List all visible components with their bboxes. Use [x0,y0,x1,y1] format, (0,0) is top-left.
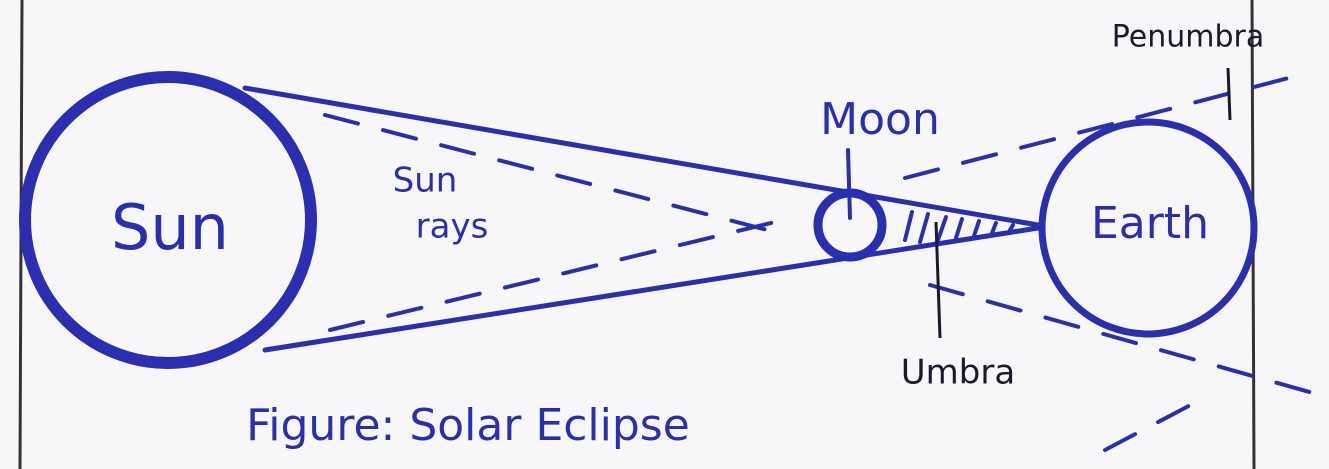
sun-rays-label: Sun [393,161,458,201]
moon-pointer [848,150,850,218]
caption: Figure: Solar Eclipse [246,400,690,451]
earth-label: Earth [1091,198,1209,249]
penumbra-pointer [1228,68,1230,120]
sun-rays-label: rays [416,207,489,247]
moon-label: Moon [820,94,940,145]
diagram: Sun Sun rays Moon Earth Umbra Penumbra F… [0,0,1329,469]
sun-label: Sun [111,191,229,264]
umbra-label: Umbra [901,353,1015,393]
penumbra-label: Penumbra [1112,20,1265,55]
